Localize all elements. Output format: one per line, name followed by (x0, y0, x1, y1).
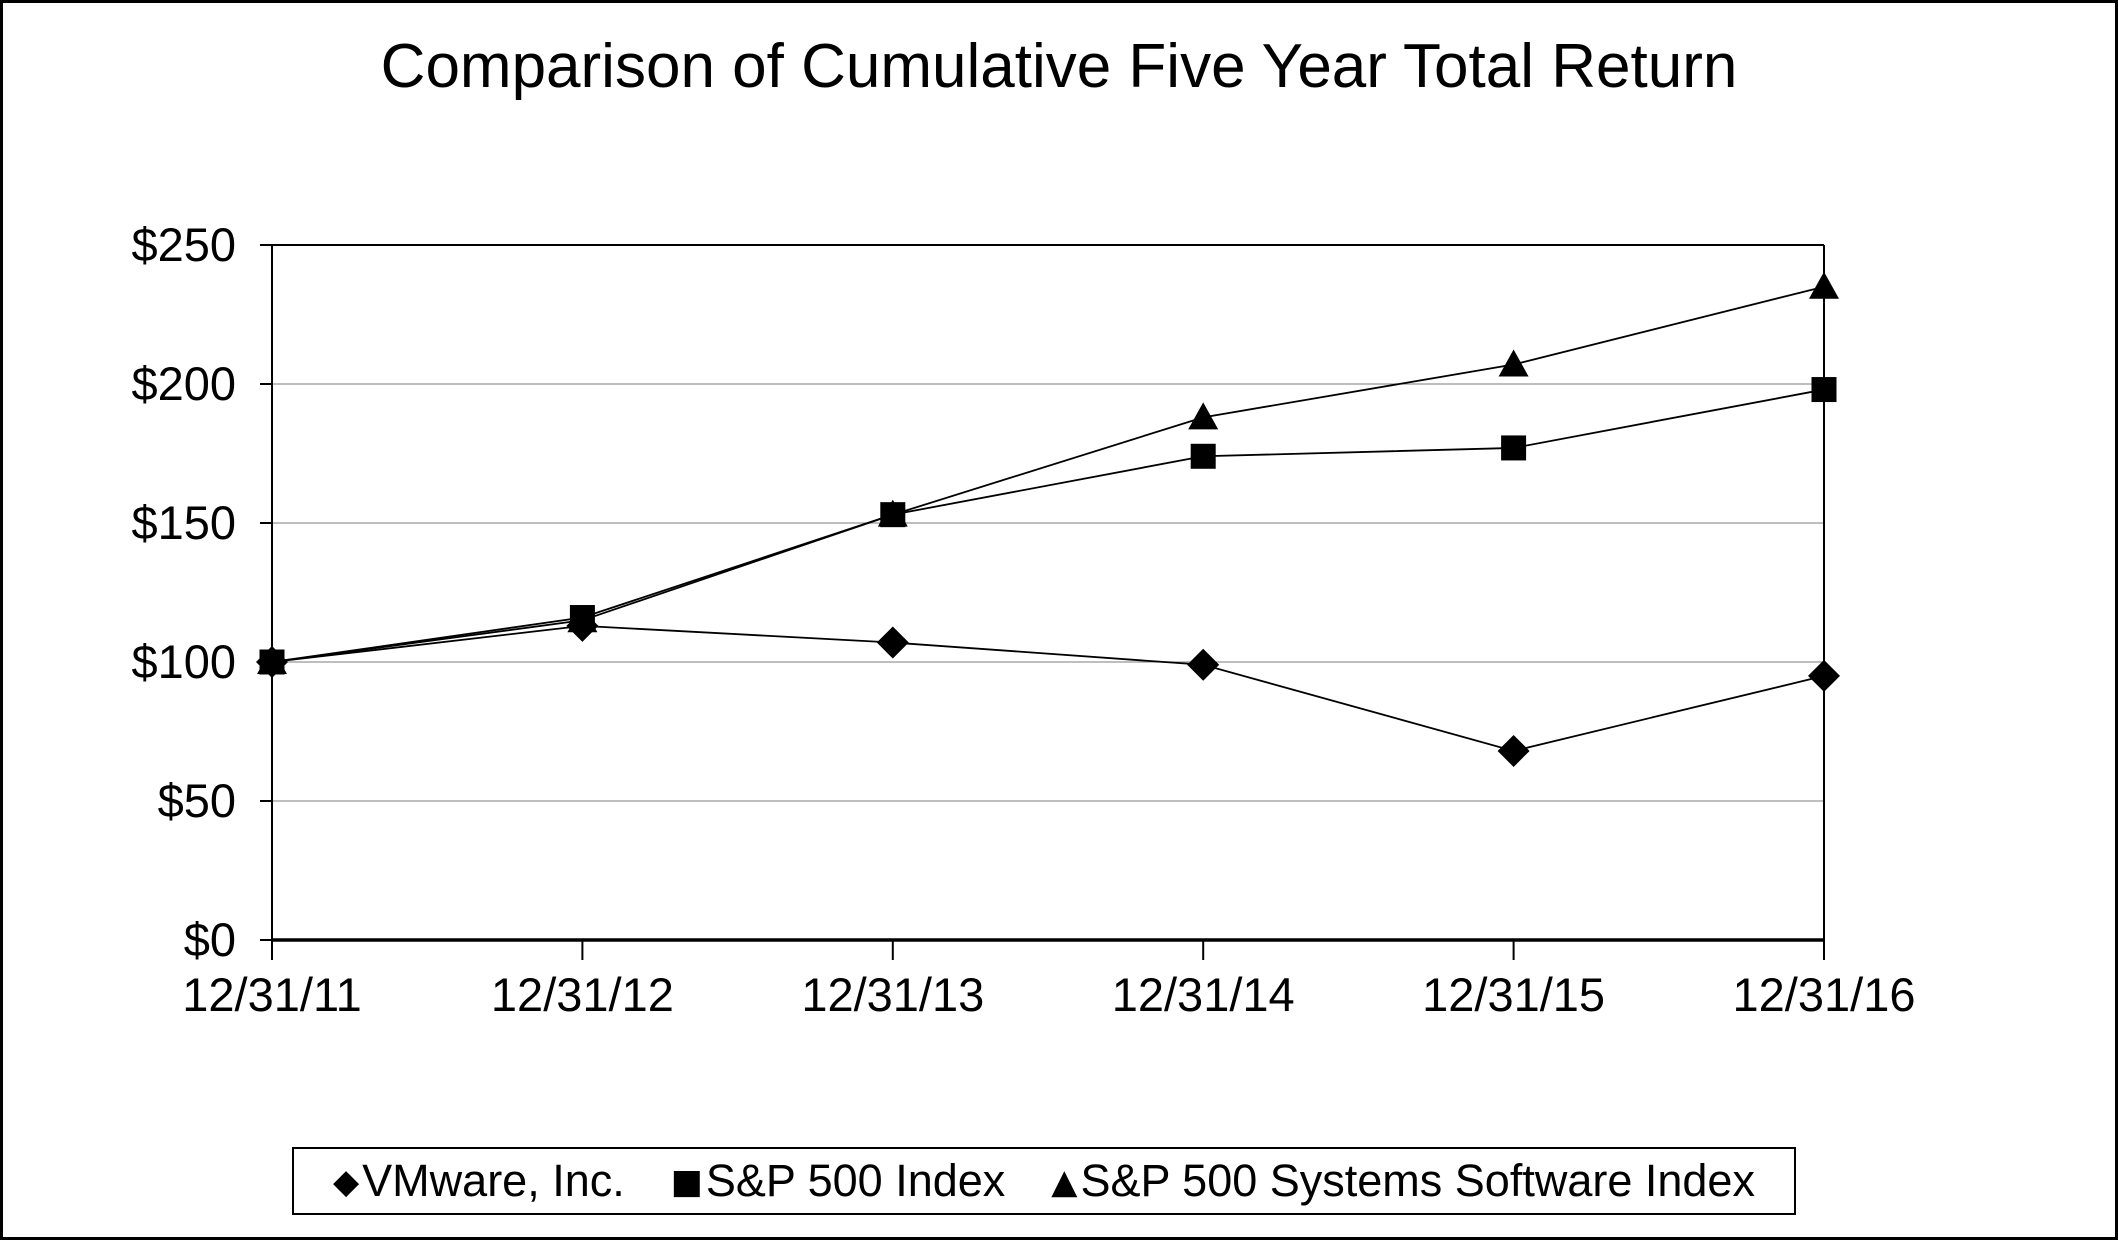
legend-item-vmware: ◆ VMware, Inc. (333, 1155, 625, 1207)
y-axis-tick-label: $100 (131, 635, 236, 688)
diamond-marker (876, 626, 909, 659)
legend-item-sp500-systems-software: ▲ S&P 500 Systems Software Index (1051, 1155, 1755, 1207)
y-axis-tick-label: $250 (131, 218, 236, 271)
plot-area: $0 $50 $100 $150 $200 $250 12/31/11 12/31/12 12/… (131, 218, 1916, 1021)
y-axis-tick-label: $0 (184, 913, 236, 966)
square-marker-icon: ■ (670, 1162, 703, 1202)
legend-label-sp500-systems-software: S&P 500 Systems Software Index (1080, 1155, 1755, 1206)
x-axis-tick-label: 12/31/15 (1422, 968, 1605, 1021)
legend: ◆ VMware, Inc. ■ S&P 500 Index ▲ S&P 500… (292, 1147, 1796, 1215)
x-axis-tick-label: 12/31/16 (1733, 968, 1916, 1021)
series-line-2 (271, 285, 1825, 663)
diamond-marker-icon: ◆ (333, 1162, 360, 1202)
square-marker (569, 605, 595, 631)
triangle-marker-icon: ▲ (1051, 1162, 1078, 1202)
triangle-marker (1809, 271, 1839, 299)
square-marker (880, 502, 906, 528)
triangle-marker (1188, 402, 1219, 430)
y-axis-tick-label: $150 (131, 496, 236, 549)
square-marker (1190, 443, 1216, 469)
square-marker (1811, 377, 1837, 403)
diamond-marker (1187, 648, 1220, 681)
legend-label-sp500: S&P 500 Index (705, 1155, 1006, 1206)
x-axis-tick-label: 12/31/12 (491, 968, 674, 1021)
diamond-marker (1497, 734, 1530, 767)
y-axis-tick-label: $200 (131, 357, 236, 410)
x-axis-tick-label: 12/31/14 (1112, 968, 1295, 1021)
series-line-1 (271, 388, 1825, 663)
triangle-marker (1498, 349, 1529, 377)
square-marker (1501, 435, 1527, 461)
legend-label-vmware: VMware, Inc. (362, 1155, 625, 1206)
diamond-marker (1808, 659, 1840, 692)
series-line-0 (271, 624, 1825, 752)
x-axis-tick-label: 12/31/13 (801, 968, 984, 1021)
x-axis-tick-label: 12/31/11 (182, 968, 361, 1021)
y-axis-tick-label: $50 (158, 774, 236, 827)
legend-item-sp500: ■ S&P 500 Index (671, 1155, 1006, 1207)
square-marker (259, 649, 285, 675)
chart-title: Comparison of Cumulative Five Year Total… (380, 32, 1738, 101)
